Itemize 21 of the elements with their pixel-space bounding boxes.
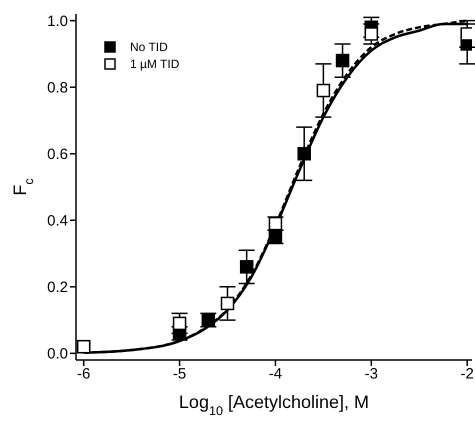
y-tick-label: 0.8 [47,80,68,97]
x-tick-label: -6 [77,366,90,383]
x-tick-label: -5 [172,366,186,383]
y-tick-label: 0.0 [47,346,68,363]
x-axis-title: Log$_{10}$ [Acetylcholine], M [178,392,370,418]
point [172,316,186,330]
legend-label: No TID [130,40,168,54]
point [220,296,234,310]
legend-label: 1 µM TID [130,57,180,71]
y-tick-label: 1.0 [47,12,68,30]
point [240,260,254,274]
point [364,27,378,41]
point [316,84,330,98]
x-tick-label: -2 [460,366,474,383]
y-tick-label: 0.4 [47,212,68,230]
x-tick-label: -3 [364,366,378,383]
y-tick-label: 0.2 [47,279,68,296]
point [336,54,350,68]
x-tick-label: -4 [268,366,282,383]
y-tick-label: 0.6 [47,146,68,164]
point [297,146,311,160]
